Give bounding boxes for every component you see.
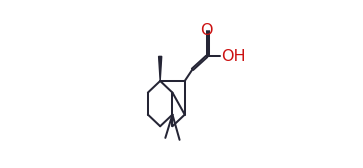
Text: O: O	[200, 23, 213, 38]
Text: OH: OH	[221, 49, 246, 64]
Polygon shape	[159, 56, 162, 81]
